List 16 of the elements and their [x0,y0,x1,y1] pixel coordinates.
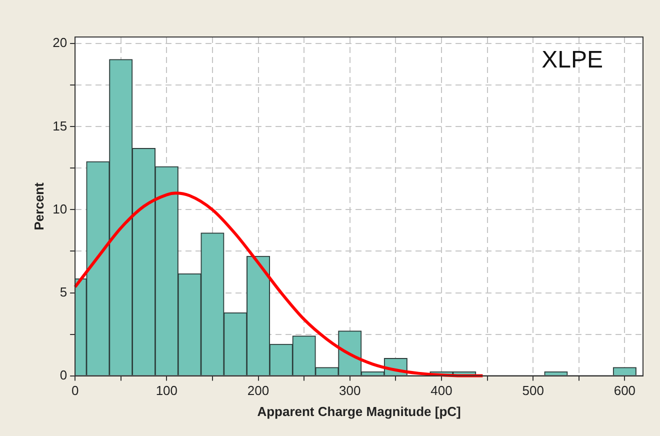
x-axis-title: Apparent Charge Magnitude [pC] [257,404,461,419]
x-tick-label: 0 [71,383,79,398]
y-tick-label: 20 [52,35,68,50]
x-tick-label: 300 [339,383,361,398]
x-tick-label: 500 [522,383,544,398]
x-tick-label: 400 [430,383,452,398]
line-series [74,192,484,378]
x-tick-label: 200 [247,383,270,398]
y-tick-label: 0 [60,367,68,382]
y-axis-title: Percent [31,182,46,230]
x-tick-label: 100 [156,383,178,398]
y-tick-label: 5 [60,284,68,300]
y-tick-label: 10 [52,201,68,216]
annotation: XLPE [542,46,603,74]
y-tick-label: 15 [52,118,68,134]
x-tick-label: 600 [614,383,636,398]
